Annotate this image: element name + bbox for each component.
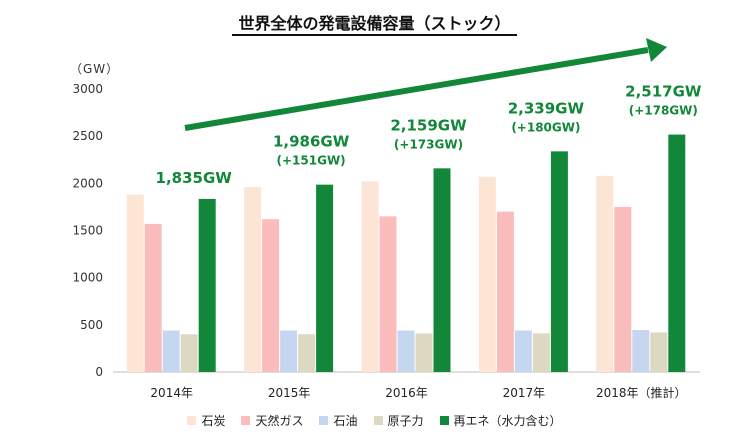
bar-renewable <box>316 184 334 372</box>
legend-item-nuclear: 原子力 <box>373 412 424 429</box>
y-tick-label: 1000 <box>72 271 103 285</box>
x-category-label: 2015年 <box>268 386 311 400</box>
annotation-total: 2,159GW <box>390 116 467 134</box>
bar-nuclear <box>415 333 433 372</box>
legend-label: 石油 <box>333 414 358 428</box>
chart-legend: 石炭 天然ガス 石油 原子力 再エネ（水力含む） <box>0 412 749 429</box>
bar-oil <box>514 330 532 372</box>
trend-arrow-line <box>184 47 649 131</box>
bar-gas <box>496 211 514 372</box>
bar-nuclear <box>180 334 198 372</box>
annotation-total: 2,517GW <box>625 83 702 101</box>
annotation-total: 2,339GW <box>508 99 585 117</box>
annotation-delta: (+151GW) <box>277 154 346 168</box>
bar-gas <box>379 216 397 372</box>
bar-gas <box>262 219 280 372</box>
bar-renewable <box>668 134 686 372</box>
y-axis-unit: （GW） <box>70 62 120 76</box>
legend-item-coal: 石炭 <box>187 412 225 429</box>
bar-renewable <box>550 151 568 372</box>
legend-item-oil: 石油 <box>319 412 358 429</box>
y-tick-label: 2500 <box>72 129 103 143</box>
bar-nuclear <box>532 333 550 372</box>
bar-coal <box>126 194 144 372</box>
legend-label: 再エネ（水力含む） <box>453 414 562 428</box>
legend-label: 天然ガス <box>255 414 304 428</box>
bar-gas <box>614 206 632 372</box>
legend-item-gas: 天然ガス <box>241 412 303 429</box>
legend-swatch <box>439 416 449 425</box>
y-tick-label: 3000 <box>72 82 103 96</box>
bar-renewable <box>198 198 216 372</box>
bar-coal <box>596 175 614 372</box>
x-category-label: 2016年 <box>385 386 428 400</box>
bar-coal <box>244 187 262 372</box>
trend-arrow-head <box>646 38 667 62</box>
legend-swatch <box>319 416 329 425</box>
y-tick-label: 2000 <box>72 176 103 190</box>
legend-item-renewable: 再エネ（水力含む） <box>439 412 562 429</box>
bar-oil <box>397 330 415 372</box>
chart-title: 世界全体の発電設備容量（ストック） <box>0 10 749 36</box>
y-tick-label: 1500 <box>72 224 103 238</box>
annotation-delta: (+178GW) <box>629 104 698 118</box>
annotation-total: 1,835GW <box>156 169 233 187</box>
legend-swatch <box>187 416 197 425</box>
bar-nuclear <box>298 334 316 372</box>
bar-oil <box>162 330 180 372</box>
legend-swatch <box>241 416 251 425</box>
x-category-label: 2017年 <box>503 386 546 400</box>
bar-oil <box>632 330 650 372</box>
legend-label: 原子力 <box>387 414 424 428</box>
bar-renewable <box>433 168 451 372</box>
y-tick-label: 500 <box>80 318 103 332</box>
legend-swatch <box>373 416 383 425</box>
y-tick-label: 0 <box>95 365 103 379</box>
annotation-total: 1,986GW <box>273 133 350 151</box>
annotation-delta: (+173GW) <box>394 137 463 151</box>
bar-nuclear <box>650 332 668 372</box>
bar-coal <box>478 176 496 372</box>
x-category-label: 2018年（推計） <box>596 385 687 400</box>
legend-label: 石炭 <box>201 414 226 428</box>
annotation-delta: (+180GW) <box>511 120 580 134</box>
bar-oil <box>280 330 298 372</box>
x-category-label: 2014年 <box>150 386 193 400</box>
bar-gas <box>144 223 162 372</box>
bar-coal <box>361 181 379 372</box>
